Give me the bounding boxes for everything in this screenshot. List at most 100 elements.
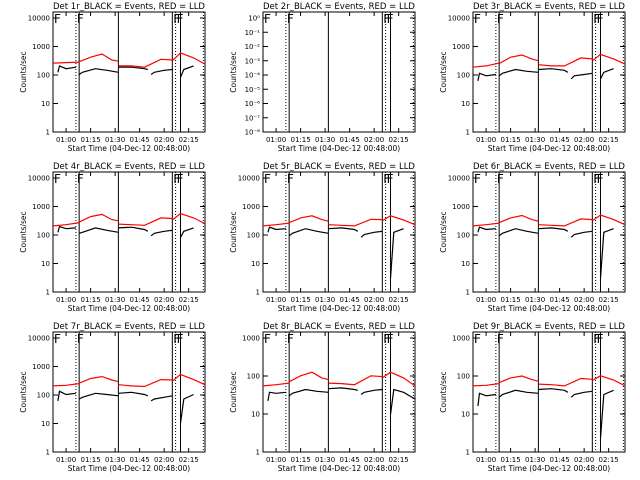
x-tick-label: 02:15	[599, 296, 619, 304]
event-flag-label: F	[593, 12, 600, 26]
x-tick-label: 01:45	[130, 136, 150, 144]
lld-rate-line	[262, 382, 290, 387]
y-tick-label: 10000	[448, 175, 470, 183]
event-flag-label: F	[54, 332, 61, 346]
y-tick-label: 1	[46, 449, 50, 457]
events-rate-line	[179, 393, 194, 424]
events-rate-line	[538, 388, 569, 393]
event-flag-label: F	[173, 172, 180, 186]
panel-title: Det 9r_BLACK = Events, RED = LLD	[473, 322, 625, 332]
event-flag-label: F	[497, 332, 504, 346]
x-tick-label: 01:00	[476, 136, 496, 144]
y-tick-label: 1	[46, 129, 50, 137]
y-tick-label: 1000	[452, 43, 470, 51]
x-axis-label: Start Time (04-Dec-12 00:48:00)	[68, 464, 190, 473]
y-axis-label: Counts/sec	[229, 51, 238, 92]
event-flag-label: F	[383, 332, 390, 346]
x-tick-label: 01:45	[550, 136, 570, 144]
lld-rate-line	[498, 375, 539, 384]
y-tick-label: 1000	[452, 335, 470, 343]
detector-panel-8: Det 8r_BLACK = Events, RED = LLD 1 10 100 10…	[229, 322, 416, 473]
events-rate-line	[538, 227, 569, 232]
x-tick-label: 02:15	[389, 296, 409, 304]
detector-panel-3: Det 3r_BLACK = Events, RED = LLD 1 10 100 10…	[439, 2, 626, 153]
events-rate-line	[179, 227, 194, 238]
x-tick-label: 01:15	[80, 456, 100, 464]
x-axis-label: Start Time (04-Dec-12 00:48:00)	[278, 144, 400, 153]
events-rate-line	[538, 68, 569, 73]
event-flag-label: F	[497, 172, 504, 186]
x-tick-label: 01:45	[550, 456, 570, 464]
y-axis-label: Counts/sec	[439, 51, 448, 92]
x-axis-label: Start Time (04-Dec-12 00:48:00)	[68, 144, 190, 153]
panel-title: Det 8r_BLACK = Events, RED = LLD	[263, 322, 415, 332]
x-tick-label: 01:00	[476, 296, 496, 304]
event-flag-label: F	[593, 172, 600, 186]
x-tick-label: 02:00	[574, 296, 594, 304]
x-axis-label: Start Time (04-Dec-12 00:48:00)	[488, 464, 610, 473]
y-tick-label: 10⁻⁸	[245, 129, 261, 137]
event-flag-label: F	[54, 12, 61, 26]
y-tick-label: 10	[461, 100, 470, 108]
y-tick-label: 10	[41, 260, 50, 268]
x-tick-label: 02:15	[599, 456, 619, 464]
events-rate-line	[477, 226, 496, 233]
events-rate-line	[498, 68, 539, 77]
y-tick-label: 10⁻⁷	[245, 114, 261, 122]
x-tick-label: 01:00	[56, 456, 76, 464]
x-tick-label: 01:30	[315, 136, 335, 144]
lld-rate-line	[118, 217, 173, 226]
x-tick-label: 01:30	[525, 296, 545, 304]
y-tick-label: 10000	[28, 175, 50, 183]
x-tick-label: 02:15	[179, 136, 199, 144]
lld-rate-line	[498, 214, 539, 224]
lld-rate-line	[262, 222, 290, 227]
x-tick-label: 02:00	[574, 136, 594, 144]
x-axis-label: Start Time (04-Dec-12 00:48:00)	[488, 304, 610, 313]
x-tick-label: 01:30	[105, 136, 125, 144]
panel-title: Det 2r_BLACK = Events, RED = LLD	[263, 2, 415, 12]
lld-rate-line	[591, 214, 626, 226]
lld-rate-line	[472, 383, 500, 387]
lld-rate-line	[472, 62, 500, 68]
events-rate-line	[78, 392, 119, 400]
events-rate-line	[360, 388, 383, 395]
panel-title: Det 5r_BLACK = Events, RED = LLD	[263, 162, 415, 172]
y-tick-label: 1	[46, 289, 50, 297]
y-axis-label: Counts/sec	[439, 371, 448, 412]
y-tick-label: 10⁻²	[245, 43, 261, 51]
events-rate-line	[570, 390, 593, 398]
event-flag-label: F	[77, 172, 84, 186]
x-tick-label: 02:15	[179, 296, 199, 304]
y-tick-label: 10000	[28, 15, 50, 23]
event-flag-label: F	[593, 332, 600, 346]
x-tick-label: 01:45	[550, 296, 570, 304]
x-tick-label: 01:30	[105, 456, 125, 464]
events-rate-line	[570, 230, 593, 238]
x-tick-label: 01:15	[290, 136, 310, 144]
event-flag-label: F	[383, 12, 390, 26]
panel-title: Det 1r_BLACK = Events, RED = LLD	[53, 2, 205, 12]
lld-rate-line	[78, 213, 119, 223]
lld-rate-line	[538, 57, 593, 67]
event-flag-label: F	[287, 332, 294, 346]
lld-rate-line	[592, 375, 626, 387]
x-axis-label: Start Time (04-Dec-12 00:48:00)	[488, 144, 610, 153]
y-tick-label: 1	[256, 449, 260, 457]
lld-rate-line	[118, 378, 173, 388]
x-tick-label: 01:15	[500, 456, 520, 464]
events-rate-line	[389, 388, 416, 415]
x-tick-label: 02:00	[574, 456, 594, 464]
event-flag-label: F	[474, 12, 481, 26]
x-tick-label: 01:15	[290, 456, 310, 464]
detector-panel-2: Det 2r_BLACK = Events, RED = LLD 10⁻⁸ 10⁻⁷…	[229, 2, 416, 153]
x-tick-label: 01:30	[525, 456, 545, 464]
lld-rate-line	[328, 218, 383, 227]
lld-rate-line	[118, 58, 173, 68]
events-rate-line	[150, 229, 173, 237]
events-rate-line	[498, 228, 539, 237]
x-tick-label: 01:00	[266, 456, 286, 464]
x-tick-label: 02:00	[364, 136, 384, 144]
y-tick-label: 10000	[28, 335, 50, 343]
y-tick-label: 1000	[242, 203, 260, 211]
